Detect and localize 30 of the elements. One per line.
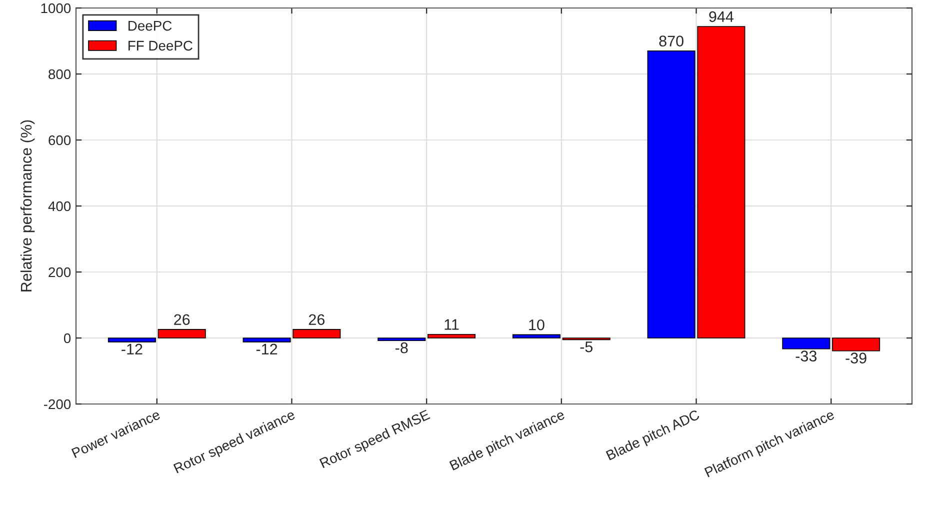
bar	[158, 329, 206, 338]
bar	[782, 338, 830, 350]
data-label: -8	[396, 342, 408, 354]
y-axis-title: Relative performance (%)	[20, 120, 35, 292]
data-label: -12	[122, 344, 142, 354]
bar	[512, 334, 560, 338]
bar	[428, 334, 476, 338]
y-tick-label: 1000	[41, 3, 71, 14]
data-label: 944	[709, 11, 734, 22]
data-label: 26	[308, 314, 325, 326]
data-label: 26	[174, 314, 190, 326]
data-label: 870	[659, 36, 684, 46]
y-tick-label: 600	[48, 135, 71, 146]
data-label: -33	[796, 350, 817, 362]
legend-label: DeePC	[128, 20, 172, 31]
data-label: 10	[529, 319, 544, 330]
bar	[378, 338, 426, 342]
data-label: -12	[256, 344, 278, 354]
y-tick-label: 400	[48, 201, 71, 212]
data-label: -39	[846, 352, 866, 364]
x-tick-label: Blade pitch ADC	[606, 409, 702, 463]
legend-label: FF DeePC	[128, 40, 192, 51]
y-tick-label: -200	[44, 399, 71, 410]
y-tick-label: 800	[48, 69, 71, 80]
data-label: -5	[580, 342, 593, 352]
data-label: 11	[444, 319, 459, 330]
bar	[108, 338, 156, 342]
y-tick-label: 200	[48, 267, 71, 278]
y-tick-label: 0	[64, 333, 71, 344]
bar	[832, 338, 880, 352]
